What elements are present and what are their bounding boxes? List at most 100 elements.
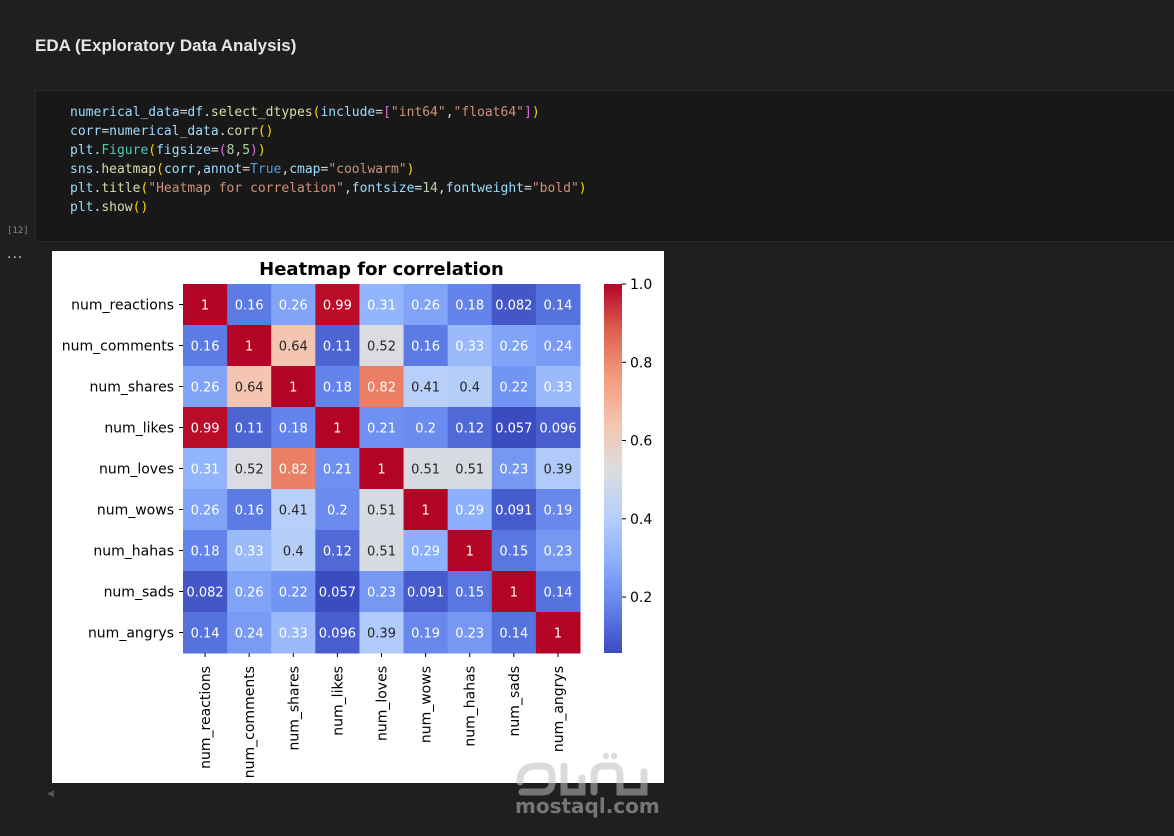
heatmap-cell [403,366,449,408]
heatmap-cell [447,571,493,613]
heatmap-cell [227,612,272,654]
code-token: corr [70,124,102,139]
code-token: figsize [156,143,211,158]
y-tick-label: num_likes [104,421,174,437]
cell-annotation: 0.12 [323,545,352,560]
heatmap-cell [315,366,360,408]
cell-annotation: 0.33 [279,627,308,642]
code-cell[interactable]: numerical_data=df.select_dtypes(include=… [35,90,1174,242]
cell-annotation: 0.26 [235,586,264,601]
code-token: df [187,105,204,120]
heatmap-cell [447,284,493,326]
cell-annotation: 0.16 [411,340,440,355]
heatmap-cell [447,366,493,408]
cell-annotation: 0.29 [455,504,484,519]
heatmap-cell [183,284,228,326]
code-token: ) [531,105,540,120]
code-editor[interactable]: numerical_data=df.select_dtypes(include=… [70,103,587,217]
code-token: , [195,162,204,177]
code-token: . [93,143,102,158]
cell-annotation: 1 [377,463,385,478]
cell-annotation: 0.26 [499,340,528,355]
heatmap-cell [403,407,449,449]
cell-annotation: 0.082 [495,299,532,314]
code-token: plt [70,200,94,215]
cell-annotation: 0.33 [235,545,264,560]
heatmap-cell [535,284,581,326]
heatmap-cell [359,571,405,613]
code-token: 8 [226,143,235,158]
code-line: sns.heatmap(corr,annot=True,cmap="coolwa… [70,160,587,179]
code-token: sns [70,162,94,177]
code-token: = [320,162,329,177]
heatmap-cell [183,530,228,572]
code-token: . [93,162,102,177]
cell-annotation: 0.41 [411,381,440,396]
heatmap-chart: Heatmap for correlation 1 0.16 0.26 0.99 0.31… [62,259,653,778]
code-token: , [445,105,454,120]
cell-annotation: 0.14 [499,627,528,642]
code-token: [ [383,105,391,120]
code-token: () [257,124,274,139]
cell-annotation: 0.057 [495,422,532,437]
code-token: numerical_data [70,105,180,120]
cell-annotation: 0.18 [279,422,308,437]
heatmap-cell [447,407,493,449]
cell-annotation: 0.22 [279,586,308,601]
code-line: corr=numerical_data.corr() [70,122,587,141]
y-tick-label: num_angrys [88,626,174,642]
scroll-left-icon[interactable]: ◀ [47,789,54,799]
heatmap-cell [183,612,228,654]
y-tick-label: num_loves [99,462,174,478]
cell-annotation: 0.16 [235,504,264,519]
code-token: = [242,162,251,177]
heatmap-cell [183,489,228,531]
heatmap-cell [491,530,537,572]
heatmap-cell [491,612,537,654]
code-token: = [101,124,110,139]
x-tick-label: num_sads [507,666,523,736]
heatmap-cell [315,612,360,654]
cell-annotation: 0.39 [367,627,396,642]
cell-annotation: 0.64 [279,340,308,355]
code-token: corr [226,124,258,139]
heatmap-cell [447,489,493,531]
cell-annotation: 0.091 [495,504,532,519]
cell-annotation: 0.26 [279,299,308,314]
code-token: show [101,200,133,215]
output-menu-icon[interactable]: ... [7,246,24,262]
heatmap-cell [271,448,316,490]
heatmap-cell [403,448,449,490]
heatmap-cell [315,448,360,490]
heatmap-cell [359,407,405,449]
code-token: ( [156,162,164,177]
heatmap-cell [535,366,581,408]
code-token: , [343,181,352,196]
y-tick-label: num_comments [62,339,174,355]
x-tick-label: num_wows [419,666,435,743]
code-token: "coolwarm" [328,162,407,177]
code-token: plt [70,143,94,158]
cell-annotation: 0.096 [319,627,356,642]
heatmap-cell [359,489,405,531]
colorbar-tick-label: 0.8 [630,355,652,371]
cell-annotation: 0.14 [191,627,220,642]
code-token: . [93,181,102,196]
heatmap-cell [403,489,449,531]
heatmap-cell [535,489,581,531]
heatmap-cell [403,571,449,613]
code-token: 5 [242,143,251,158]
cell-annotation: 0.99 [191,422,220,437]
heatmap-cell [183,448,228,490]
heatmap-cell [535,571,581,613]
x-tick-label: num_angrys [551,666,567,752]
heatmap-cell [535,530,581,572]
cell-annotation: 1 [421,504,429,519]
heatmap-figure: Heatmap for correlation 1 0.16 0.26 0.99 0.31… [52,251,664,783]
colorbar-tick-label: 0.2 [630,590,652,606]
watermark-logo [516,752,648,796]
chart-title: Heatmap for correlation [259,259,504,280]
code-token: () [132,200,149,215]
code-token: ) [250,143,258,158]
heatmap-cell [183,325,228,367]
